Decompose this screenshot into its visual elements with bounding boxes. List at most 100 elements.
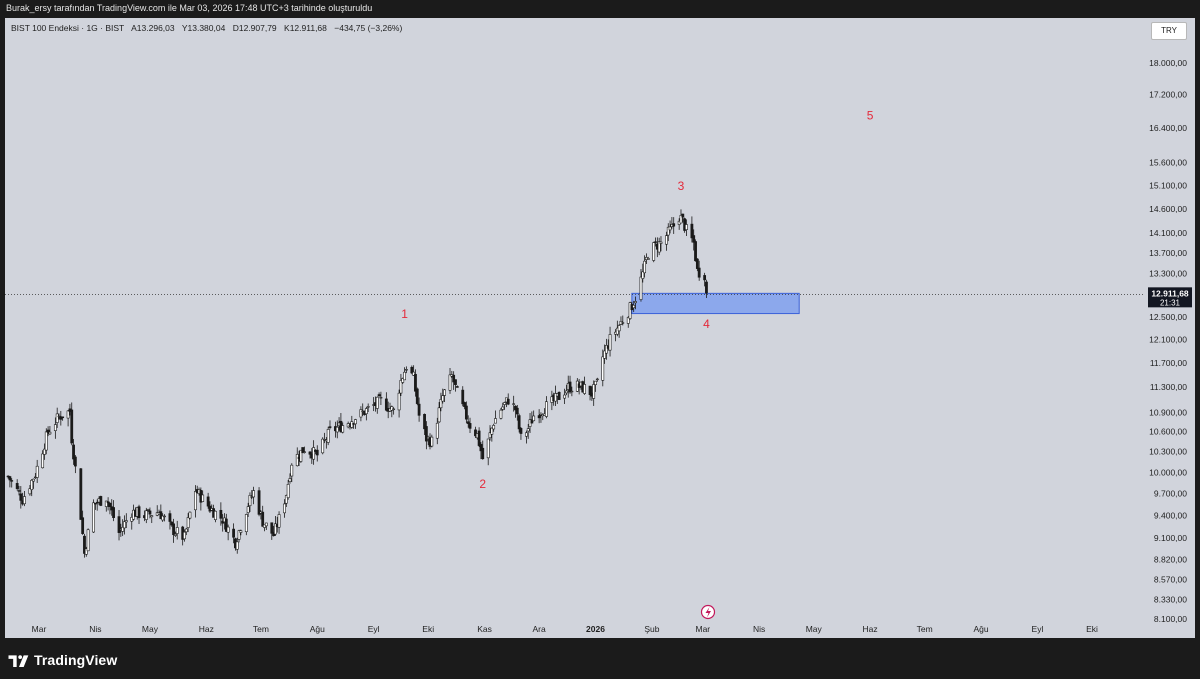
candle-body [468, 423, 472, 429]
candle-body [690, 223, 694, 239]
x-tick-label: Eyl [1032, 624, 1044, 634]
candle-body [641, 271, 645, 279]
candle-countdown: 21:31 [1160, 298, 1181, 307]
price-chart[interactable]: 18.000,00 17.200,00 16.400,00 15.600,00 15.1… [5, 18, 1195, 638]
candle-body [634, 301, 637, 304]
candle-body [150, 515, 154, 518]
chart-area[interactable]: 18.000,00 17.200,00 16.400,00 15.600,00 15.1… [5, 18, 1195, 638]
candle-body [183, 531, 186, 540]
candle-body [237, 530, 241, 540]
candle-body [366, 406, 370, 408]
candle-body [646, 258, 650, 260]
candle-body [545, 401, 548, 417]
candle-body [697, 267, 701, 278]
candle-body [415, 388, 419, 404]
candle-body [73, 456, 77, 467]
candle-body [695, 258, 699, 269]
candle-body [506, 398, 510, 405]
candle-body [479, 444, 483, 452]
x-tick-label: Şub [644, 624, 659, 634]
candle-body [354, 419, 357, 425]
candle-body [93, 502, 97, 505]
candle-body [494, 418, 497, 424]
candle-body [608, 334, 612, 351]
y-tick-label: 8.100,00 [1154, 614, 1187, 624]
candle-body [435, 422, 439, 439]
candle-body [532, 415, 536, 422]
candle-body [517, 415, 521, 430]
candle-body [248, 495, 252, 507]
x-tick-label: Tem [253, 624, 269, 634]
highlight-zone [631, 292, 800, 315]
candle-body [315, 449, 319, 456]
candle-body [375, 396, 379, 409]
x-tick-label: Eki [1086, 624, 1098, 634]
candle-body [512, 403, 516, 405]
candle-body [61, 416, 65, 419]
tradingview-logo[interactable]: TradingView [8, 652, 117, 668]
candle-body [437, 407, 441, 423]
candle-body [55, 413, 59, 423]
candle-body [643, 260, 647, 274]
candle-body [490, 427, 494, 435]
candle-body [66, 410, 70, 419]
y-tick-label: 11.300,00 [1150, 382, 1187, 392]
candle-body [605, 345, 608, 354]
candle-body [685, 224, 688, 230]
candle-body [144, 510, 148, 520]
wave-label-3: 3 [678, 179, 685, 193]
candle-body [503, 402, 506, 405]
candle-body [665, 235, 668, 245]
candle-body [35, 465, 39, 478]
ohlc-legend: BIST 100 Endeksi · 1G · BIST A13.296,03 … [11, 23, 407, 33]
candle-body [603, 350, 607, 359]
candle-body [95, 501, 99, 504]
candle-body [41, 453, 45, 469]
candle-body [519, 428, 523, 434]
candle-body [32, 478, 35, 482]
candle-body [515, 407, 519, 415]
x-tick-label: May [806, 624, 823, 634]
legend-symbol[interactable]: BIST 100 Endeksi · 1G · BIST [11, 23, 125, 33]
candle-body [299, 449, 303, 462]
y-tick-label: 8.820,00 [1154, 555, 1187, 565]
candle-body [219, 509, 223, 519]
candle-body [554, 393, 557, 402]
candle-body [81, 517, 85, 534]
candle-body [439, 399, 443, 409]
candle-body [364, 408, 368, 415]
x-tick-label: Ağu [310, 624, 325, 634]
candle-body [86, 529, 90, 552]
candle-body [168, 513, 172, 522]
candle-body [303, 451, 306, 453]
y-tick-label: 10.000,00 [1149, 467, 1187, 477]
candle-body [17, 490, 21, 492]
last-price-badge [1148, 287, 1192, 308]
candle-body [443, 389, 446, 396]
x-tick-label: Nis [89, 624, 101, 634]
wave-label-5: 5 [867, 108, 874, 122]
y-tick-label: 10.300,00 [1149, 447, 1187, 457]
y-tick-label: 12.100,00 [1149, 335, 1187, 345]
candle-body [28, 488, 32, 495]
candle-body [617, 325, 621, 332]
y-tick-label: 15.600,00 [1149, 158, 1187, 168]
tradingview-logo-icon [8, 655, 29, 667]
x-tick-label: Tem [917, 624, 933, 634]
candle-body [588, 385, 592, 395]
currency-badge[interactable]: TRY [1151, 22, 1187, 40]
candle-body [46, 429, 50, 433]
candle-body [30, 479, 34, 490]
candle-body [288, 478, 292, 482]
candle-body [321, 438, 325, 454]
x-tick-label: Ağu [973, 624, 988, 634]
candle-body [477, 430, 481, 446]
candle-body [270, 522, 274, 534]
candle-body [626, 317, 630, 324]
candle-body [172, 523, 175, 536]
candle-body [99, 496, 103, 506]
candle-body [632, 304, 636, 309]
candle-body [175, 527, 179, 534]
candle-body [461, 389, 465, 405]
candle-body [563, 394, 566, 399]
